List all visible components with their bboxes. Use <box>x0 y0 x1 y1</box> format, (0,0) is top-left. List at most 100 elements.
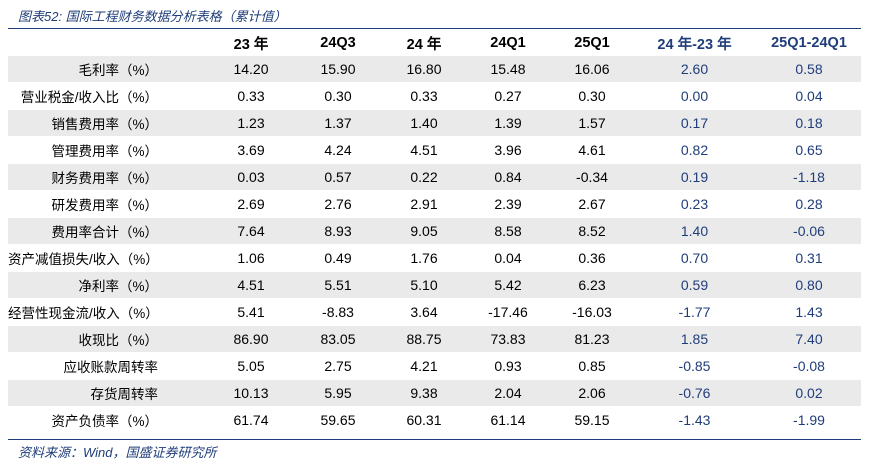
value-cell: 0.03 <box>210 164 292 191</box>
value-cell: 2.76 <box>292 191 384 218</box>
value-cell: 9.05 <box>384 218 464 245</box>
value-cell: 10.13 <box>210 380 292 407</box>
value-cell: 7.40 <box>757 326 861 353</box>
row-label: 营业税金/收入比（%） <box>8 83 210 110</box>
row-label: 销售费用率（%） <box>8 110 210 137</box>
table-row: 净利率（%） 4.51 5.51 5.10 5.42 6.23 0.59 0.80 <box>8 272 861 299</box>
value-cell: 0.84 <box>464 164 552 191</box>
value-cell: 15.90 <box>292 56 384 83</box>
row-label: 研发费用率（%） <box>8 191 210 218</box>
value-cell: 86.90 <box>210 326 292 353</box>
value-cell: 5.42 <box>464 272 552 299</box>
value-cell: 6.23 <box>552 272 632 299</box>
value-cell: 1.40 <box>632 218 757 245</box>
value-cell: 2.67 <box>552 191 632 218</box>
row-label: 毛利率（%） <box>8 56 210 83</box>
table-row: 研发费用率（%） 2.69 2.76 2.91 2.39 2.67 0.23 0.28 <box>8 191 861 218</box>
row-label: 存货周转率 <box>8 380 210 407</box>
value-cell: 81.23 <box>552 326 632 353</box>
value-cell: 3.96 <box>464 137 552 164</box>
row-label: 财务费用率（%） <box>8 164 210 191</box>
table-row: 资产减值损失/收入（%） 1.06 0.49 1.76 0.04 0.36 0.70 0.31 <box>8 245 861 272</box>
header-cell: 24Q1 <box>490 35 526 51</box>
value-cell: -1.18 <box>757 164 861 191</box>
value-cell: 2.39 <box>464 191 552 218</box>
value-cell: 88.75 <box>384 326 464 353</box>
value-cell: 1.23 <box>210 110 292 137</box>
top-rule <box>8 28 861 29</box>
value-cell: 0.82 <box>632 137 757 164</box>
header-row: 23 年 24Q3 24 年 24Q1 25Q1 24 年-23 年 25Q1-… <box>8 30 861 56</box>
value-cell: -0.34 <box>552 164 632 191</box>
value-cell: 0.58 <box>757 56 861 83</box>
header-cell: 23 年 <box>233 36 269 53</box>
value-cell: 0.04 <box>464 245 552 272</box>
header-cell <box>8 30 210 56</box>
value-cell: 2.91 <box>384 191 464 218</box>
value-cell: 0.57 <box>292 164 384 191</box>
value-cell: -0.85 <box>632 353 757 380</box>
table-row: 销售费用率（%） 1.23 1.37 1.40 1.39 1.57 0.17 0.18 <box>8 110 861 137</box>
value-cell: 2.04 <box>464 380 552 407</box>
value-cell: 5.41 <box>210 299 292 326</box>
value-cell: 59.65 <box>292 407 384 434</box>
value-cell: 4.51 <box>210 272 292 299</box>
value-cell: 4.51 <box>384 137 464 164</box>
value-cell: -1.43 <box>632 407 757 434</box>
table-row: 毛利率（%） 14.20 15.90 16.80 15.48 16.06 2.60 0.58 <box>8 56 861 83</box>
value-cell: -8.83 <box>292 299 384 326</box>
header-cell: 25Q1 <box>574 35 610 51</box>
value-cell: 1.85 <box>632 326 757 353</box>
value-cell: 15.48 <box>464 56 552 83</box>
row-label: 管理费用率（%） <box>8 137 210 164</box>
figure-caption: 图表52: 国际工程财务数据分析表格（累计值） <box>18 9 287 24</box>
value-cell: 16.80 <box>384 56 464 83</box>
value-cell: 5.05 <box>210 353 292 380</box>
value-cell: 0.18 <box>757 110 861 137</box>
value-cell: 0.31 <box>757 245 861 272</box>
value-cell: 0.00 <box>632 83 757 110</box>
value-cell: 8.58 <box>464 218 552 245</box>
value-cell: -0.76 <box>632 380 757 407</box>
table-row: 经营性现金流/收入（%） 5.41 -8.83 3.64 -17.46 -16.03 -1.… <box>8 299 861 326</box>
value-cell: 0.02 <box>757 380 861 407</box>
table-row: 财务费用率（%） 0.03 0.57 0.22 0.84 -0.34 0.19 -1.18 <box>8 164 861 191</box>
value-cell: 0.22 <box>384 164 464 191</box>
value-cell: 4.61 <box>552 137 632 164</box>
value-cell: 1.40 <box>384 110 464 137</box>
value-cell: 0.93 <box>464 353 552 380</box>
table-row: 费用率合计（%） 7.64 8.93 9.05 8.58 8.52 1.40 -0.06 <box>8 218 861 245</box>
table-row: 收现比（%） 86.90 83.05 88.75 73.83 81.23 1.85 7.40 <box>8 326 861 353</box>
value-cell: 0.30 <box>552 83 632 110</box>
value-cell: 0.33 <box>384 83 464 110</box>
value-cell: 2.60 <box>632 56 757 83</box>
value-cell: 5.95 <box>292 380 384 407</box>
value-cell: 7.64 <box>210 218 292 245</box>
value-cell: 1.57 <box>552 110 632 137</box>
value-cell: 3.64 <box>384 299 464 326</box>
value-cell: 0.27 <box>464 83 552 110</box>
value-cell: 1.37 <box>292 110 384 137</box>
value-cell: -16.03 <box>552 299 632 326</box>
value-cell: 59.15 <box>552 407 632 434</box>
row-label: 收现比（%） <box>8 326 210 353</box>
table-row: 资产负债率（%） 61.74 59.65 60.31 61.14 59.15 -1.43 -1… <box>8 407 861 434</box>
value-cell: 0.80 <box>757 272 861 299</box>
value-cell: -1.99 <box>757 407 861 434</box>
value-cell: 1.76 <box>384 245 464 272</box>
value-cell: 3.69 <box>210 137 292 164</box>
value-cell: 0.04 <box>757 83 861 110</box>
table-row: 营业税金/收入比（%） 0.33 0.30 0.33 0.27 0.30 0.00 0.04 <box>8 83 861 110</box>
value-cell: 2.06 <box>552 380 632 407</box>
source-note: 资料来源：Wind，国盛证券研究所 <box>18 445 217 460</box>
table-row: 应收账款周转率 5.05 2.75 4.21 0.93 0.85 -0.85 -0.08 <box>8 353 861 380</box>
value-cell: 0.65 <box>757 137 861 164</box>
value-cell: 0.49 <box>292 245 384 272</box>
value-cell: 0.23 <box>632 191 757 218</box>
table-body: 毛利率（%） 14.20 15.90 16.80 15.48 16.06 2.60 0.58 营… <box>8 56 861 434</box>
value-cell: 4.24 <box>292 137 384 164</box>
value-cell: 5.51 <box>292 272 384 299</box>
value-cell: 1.39 <box>464 110 552 137</box>
row-label: 资产负债率（%） <box>8 407 210 434</box>
row-label: 应收账款周转率 <box>8 353 210 380</box>
